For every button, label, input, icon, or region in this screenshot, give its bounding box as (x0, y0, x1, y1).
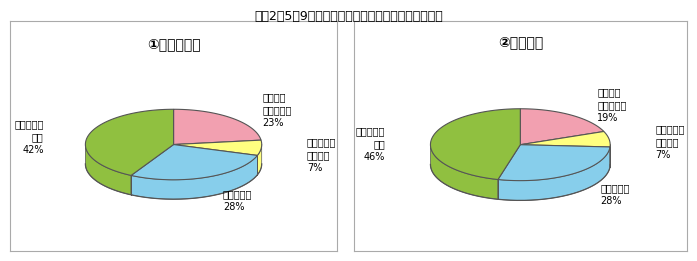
Polygon shape (257, 144, 261, 175)
Text: 導入計画中
28%: 導入計画中 28% (601, 183, 630, 206)
Polygon shape (131, 145, 257, 180)
Text: 導入の予定
なし
46%: 導入の予定 なし 46% (355, 126, 385, 162)
Text: 要注意地域
のみ導入
7%: 要注意地域 のみ導入 7% (655, 124, 684, 160)
Text: ②土砂災害: ②土砂災害 (498, 35, 543, 49)
Text: ①洪水・冠水: ①洪水・冠水 (147, 37, 200, 51)
Text: 市区町村
全域で導入
23%: 市区町村 全域で導入 23% (262, 92, 291, 128)
Polygon shape (86, 144, 131, 195)
Text: （図2－5－9）　避難勧告の定量的な発令基準の有無: （図2－5－9） 避難勧告の定量的な発令基準の有無 (254, 10, 443, 23)
Text: 市区町村
全域で導入
19%: 市区町村 全域で導入 19% (597, 88, 627, 123)
Polygon shape (174, 140, 261, 156)
Polygon shape (520, 109, 604, 145)
Polygon shape (498, 147, 610, 200)
Text: 導入計画中
28%: 導入計画中 28% (223, 189, 252, 212)
Polygon shape (520, 132, 610, 147)
Text: 導入の予定
なし
42%: 導入の予定 なし 42% (15, 119, 44, 155)
Text: 要注意地域
のみ導入
7%: 要注意地域 のみ導入 7% (307, 138, 337, 173)
Polygon shape (431, 145, 498, 199)
Polygon shape (86, 109, 174, 175)
Polygon shape (431, 109, 520, 180)
Polygon shape (131, 156, 257, 199)
Polygon shape (174, 109, 261, 145)
Polygon shape (498, 145, 610, 181)
